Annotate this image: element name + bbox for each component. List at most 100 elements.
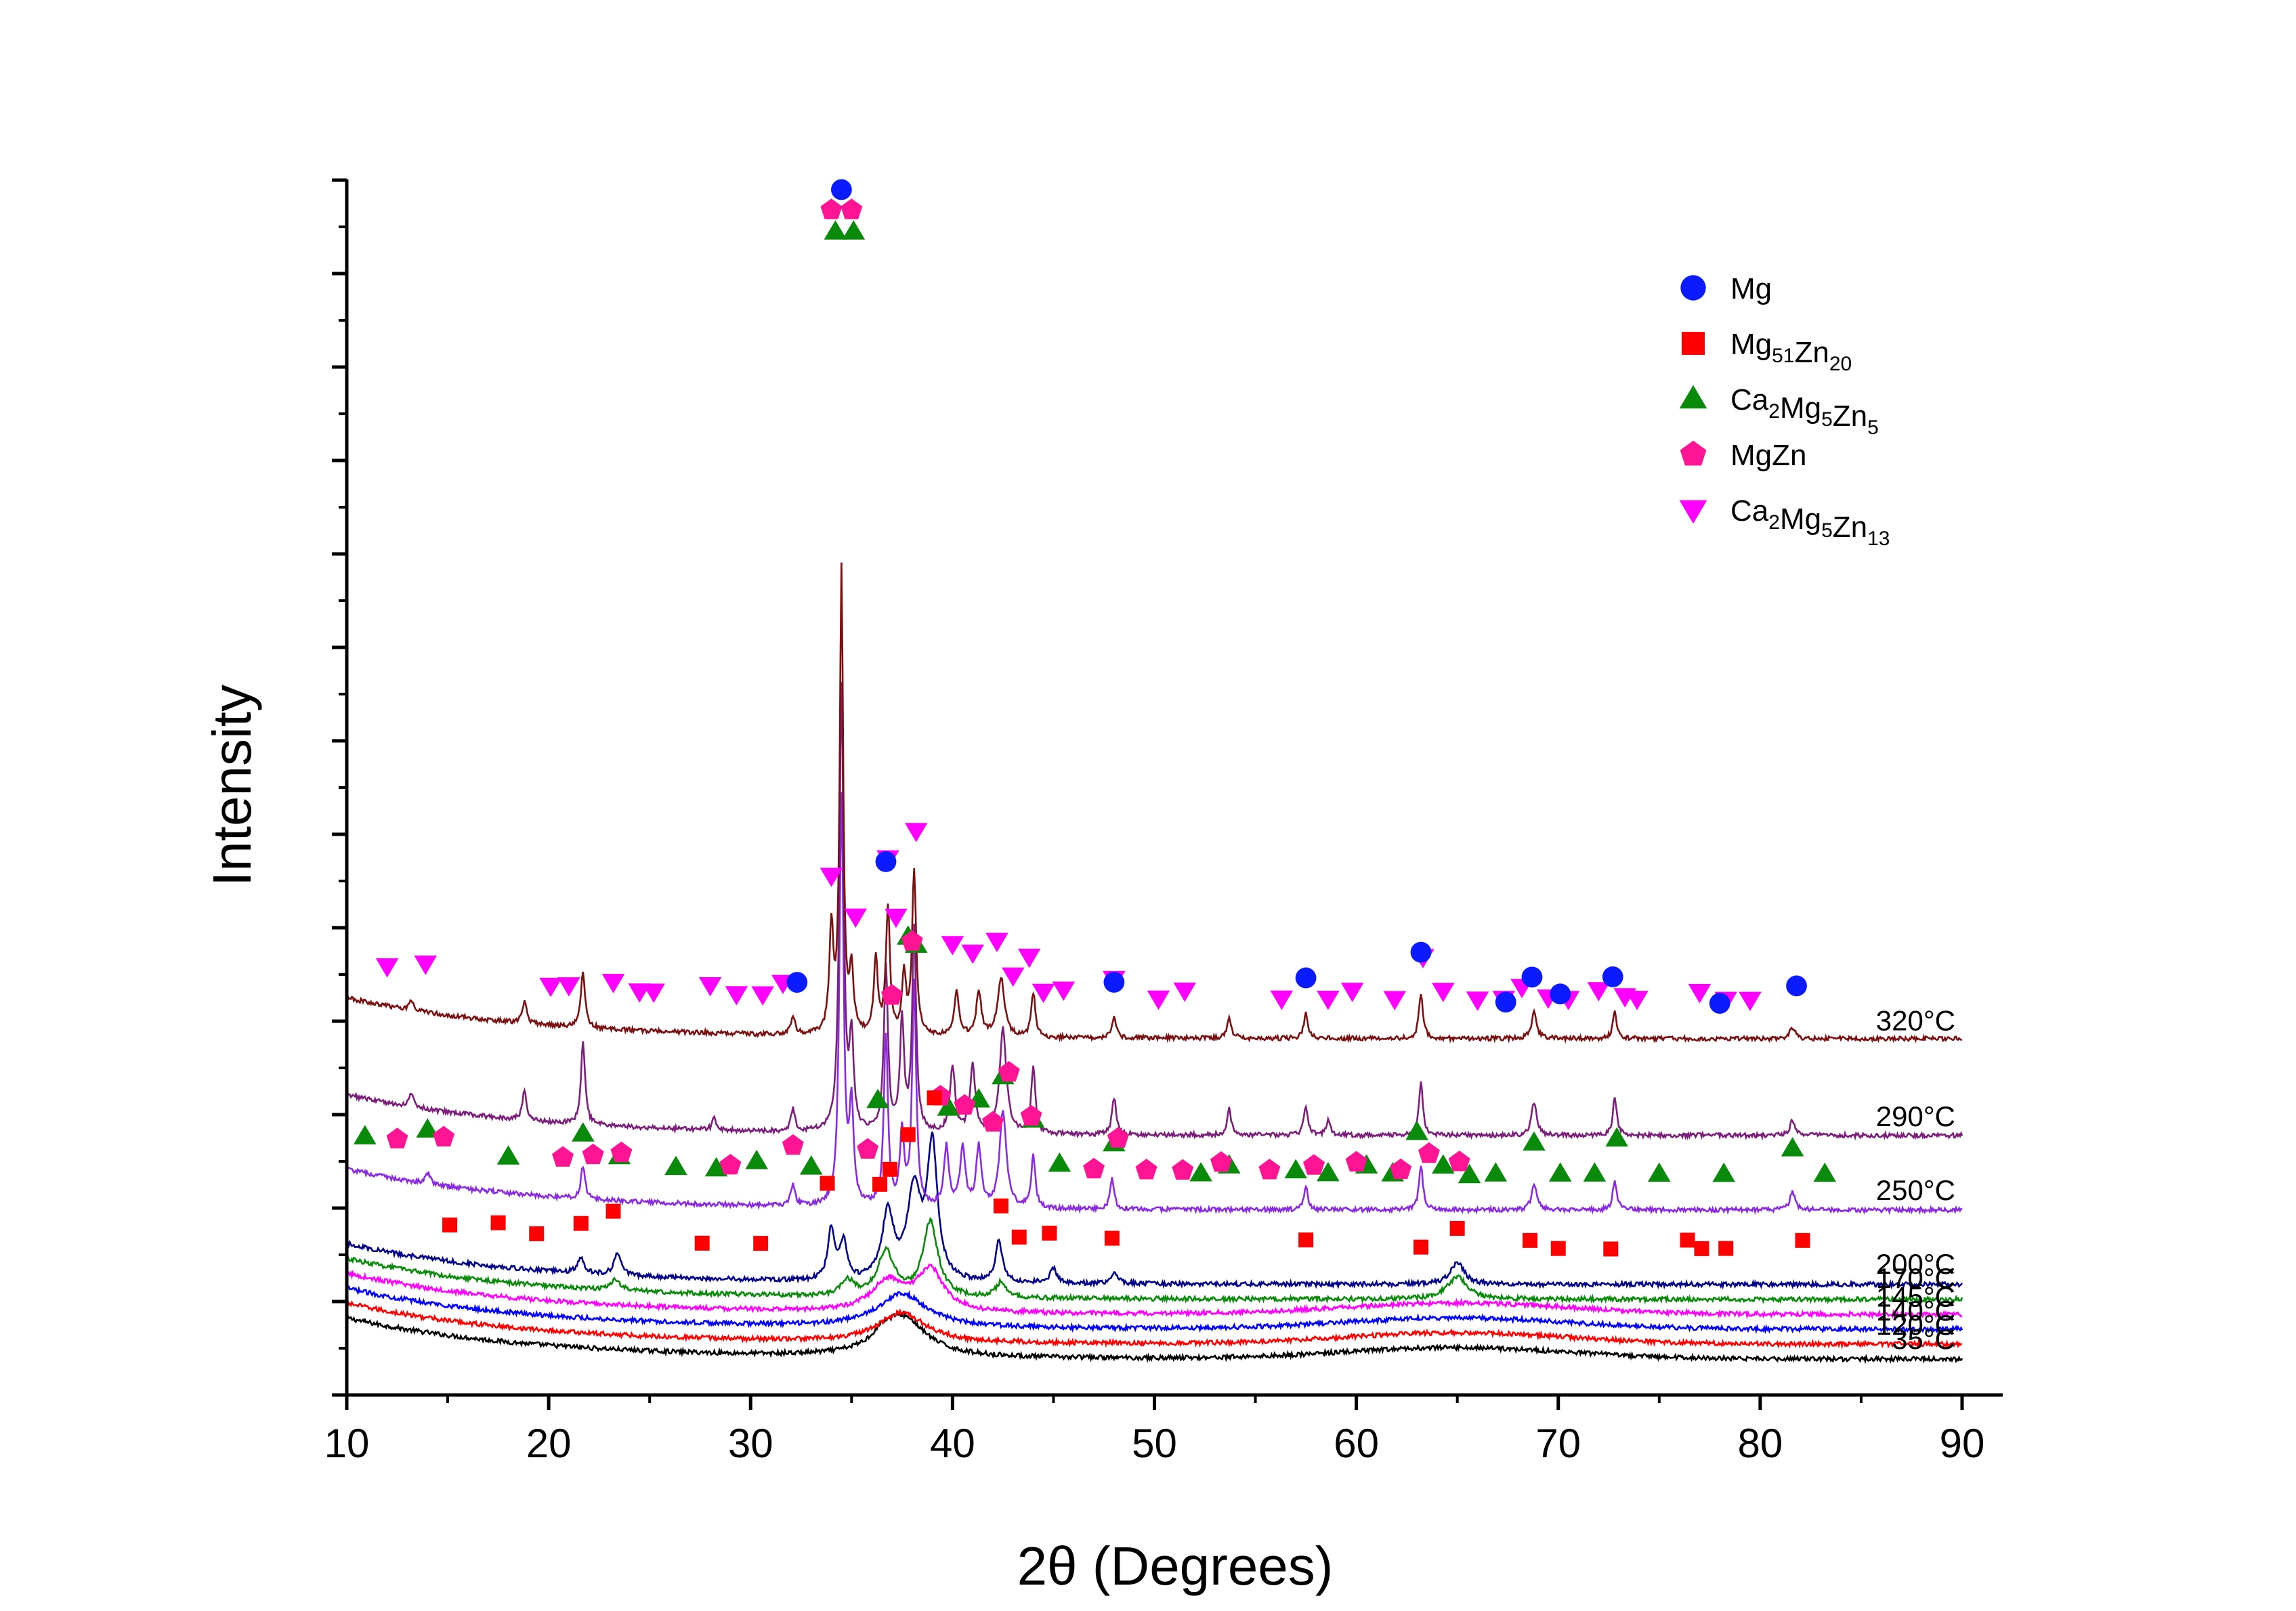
phase-marker bbox=[745, 1149, 768, 1169]
phase-marker bbox=[1648, 1162, 1671, 1182]
phase-marker bbox=[1432, 1154, 1455, 1174]
phase-marker bbox=[539, 977, 562, 997]
phase-marker bbox=[881, 984, 903, 1005]
phase-marker bbox=[1786, 975, 1807, 997]
phase-marker bbox=[1603, 1241, 1619, 1257]
series-label: 145°C bbox=[1876, 1281, 1955, 1312]
series-label: 320°C bbox=[1876, 1004, 1955, 1036]
phase-marker bbox=[1680, 275, 1706, 301]
legend-label: Ca2Mg5Zn13 bbox=[1730, 494, 1890, 550]
phase-marker bbox=[842, 220, 866, 240]
phase-marker bbox=[386, 1127, 408, 1148]
x-tick-label: 60 bbox=[1334, 1421, 1379, 1466]
x-ticks: 10 20 30 40 50 60 70 80 90 bbox=[324, 1395, 1985, 1466]
phase-marker bbox=[1210, 1151, 1232, 1172]
phase-marker bbox=[1340, 983, 1364, 1002]
series-line bbox=[346, 1217, 1963, 1305]
series-traces bbox=[345, 562, 1963, 1365]
phase-marker bbox=[573, 1216, 589, 1231]
phase-marker bbox=[901, 930, 923, 951]
phase-marker bbox=[1680, 440, 1707, 466]
phase-marker bbox=[582, 1143, 604, 1165]
phase-marker bbox=[786, 972, 808, 993]
phase-marker bbox=[1172, 1159, 1194, 1180]
phase-marker bbox=[572, 1122, 595, 1142]
phase-marker bbox=[900, 1127, 916, 1142]
phase-marker bbox=[985, 932, 1008, 953]
phase-marker bbox=[414, 955, 438, 975]
phase-marker bbox=[1583, 1162, 1607, 1182]
phase-marker bbox=[1295, 967, 1317, 989]
phase-marker bbox=[610, 1141, 633, 1163]
phase-marker bbox=[433, 1125, 455, 1146]
phase-marker bbox=[1449, 1220, 1465, 1236]
x-tick-label: 90 bbox=[1940, 1421, 1985, 1466]
phase-marker bbox=[961, 944, 984, 964]
phase-marker bbox=[601, 974, 625, 993]
phase-marker bbox=[866, 1088, 889, 1109]
phase-marker bbox=[1390, 1158, 1412, 1180]
phase-marker bbox=[1107, 1127, 1129, 1148]
phase-marker bbox=[698, 976, 722, 997]
phase-marker bbox=[1413, 1239, 1429, 1255]
series-line bbox=[345, 1310, 1963, 1365]
phase-marker bbox=[1298, 1232, 1314, 1248]
phase-marker bbox=[1011, 1229, 1027, 1245]
phase-marker bbox=[753, 1236, 769, 1251]
phase-marker bbox=[1739, 991, 1762, 1012]
phase-marker bbox=[1383, 991, 1407, 1011]
phase-marker bbox=[954, 1094, 976, 1115]
axes: 10 20 30 40 50 60 70 80 90 bbox=[324, 178, 2003, 1466]
phase-marker bbox=[1718, 1241, 1734, 1256]
phase-marker bbox=[1680, 1232, 1695, 1248]
series-label: 200°C bbox=[1876, 1248, 1955, 1280]
phase-marker bbox=[1521, 966, 1543, 988]
phase-marker bbox=[1484, 1162, 1508, 1182]
phase-marker bbox=[1448, 1151, 1470, 1172]
phase-marker bbox=[1458, 1163, 1481, 1184]
phase-marker bbox=[872, 1176, 888, 1192]
phase-marker bbox=[1317, 1161, 1340, 1182]
phase-marker bbox=[831, 179, 852, 200]
series-line bbox=[346, 792, 1963, 1216]
series-line bbox=[346, 1285, 1963, 1335]
phase-marker bbox=[1284, 1159, 1307, 1179]
phase-marker bbox=[725, 986, 748, 1006]
phase-marker bbox=[1020, 1104, 1042, 1126]
legend-label: Mg bbox=[1730, 272, 1772, 305]
x-tick-label: 80 bbox=[1738, 1421, 1783, 1466]
x-axis-title: 2θ (Degrees) bbox=[1017, 1536, 1334, 1596]
phase-marker bbox=[1052, 981, 1076, 1002]
phase-marker bbox=[841, 198, 863, 219]
phase-marker bbox=[529, 1226, 545, 1241]
legend-label: Ca2Mg5Zn5 bbox=[1730, 383, 1879, 439]
phase-marker bbox=[1523, 1232, 1538, 1248]
phase-marker bbox=[442, 1217, 458, 1232]
phase-marker bbox=[998, 1060, 1020, 1082]
phase-marker bbox=[496, 1145, 520, 1165]
phase-marker bbox=[1405, 1120, 1428, 1140]
series-label: 120°C bbox=[1876, 1309, 1955, 1341]
phase-marker bbox=[1418, 1142, 1440, 1163]
phase-marker bbox=[875, 851, 897, 872]
phase-marker bbox=[1147, 990, 1170, 1010]
phase-marker bbox=[857, 1138, 879, 1159]
phase-marker bbox=[993, 1198, 1008, 1213]
phase-marker bbox=[552, 1146, 574, 1167]
phase-marker bbox=[1270, 990, 1294, 1010]
phase-marker bbox=[375, 958, 399, 978]
phase-marker bbox=[557, 977, 580, 997]
phase-marker bbox=[1587, 982, 1611, 1002]
legend-label: MgZn bbox=[1730, 439, 1806, 472]
phase-marker bbox=[824, 220, 847, 240]
series-line bbox=[346, 1299, 1963, 1350]
phase-marker bbox=[1523, 1131, 1546, 1151]
phase-marker bbox=[904, 823, 928, 842]
phase-marker bbox=[1781, 1137, 1804, 1157]
x-tick-label: 10 bbox=[324, 1421, 370, 1466]
series-label: 250°C bbox=[1876, 1174, 1955, 1206]
phase-markers bbox=[354, 179, 1837, 1257]
